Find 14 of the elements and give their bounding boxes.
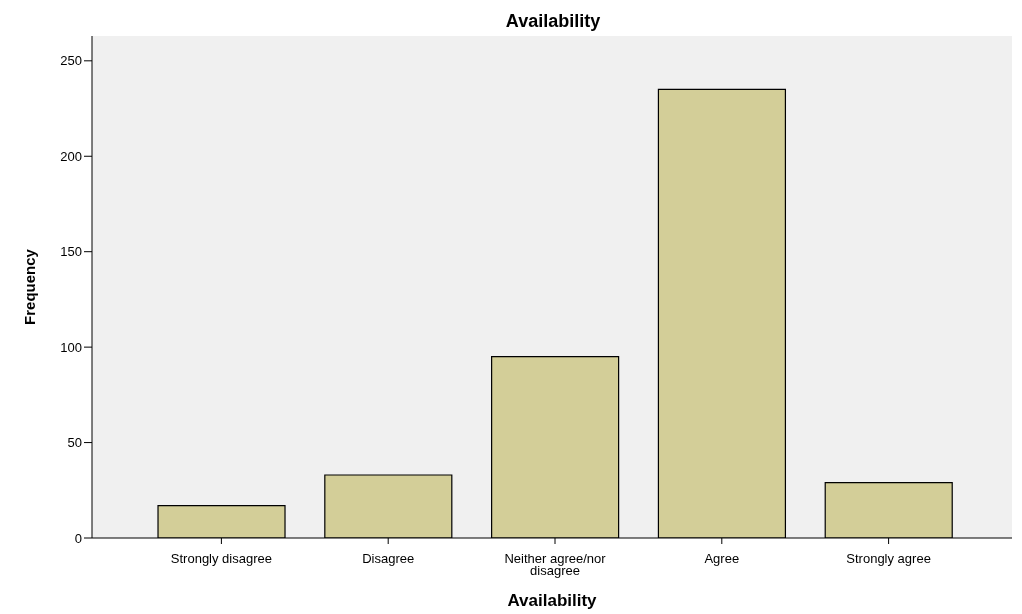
chart-title: Availability — [504, 10, 602, 33]
y-tick-label: 50 — [67, 435, 82, 451]
x-axis-title: Availability — [507, 591, 598, 610]
x-tick-label: Agree — [704, 551, 740, 567]
x-tick-label: Neither agree/nor disagree — [504, 551, 607, 579]
x-tick-label: Strongly agree — [846, 551, 931, 567]
y-tick-label: 0 — [74, 530, 82, 546]
y-tick-label: 150 — [60, 244, 82, 260]
x-tick-label: Disagree — [362, 551, 415, 567]
y-tick-label: 250 — [60, 53, 82, 69]
x-tick-label: Strongly disagree — [170, 551, 272, 567]
y-tick-label: 200 — [60, 148, 82, 164]
y-tick-label: 100 — [60, 339, 82, 355]
y-axis-title: Frequency — [21, 248, 39, 325]
